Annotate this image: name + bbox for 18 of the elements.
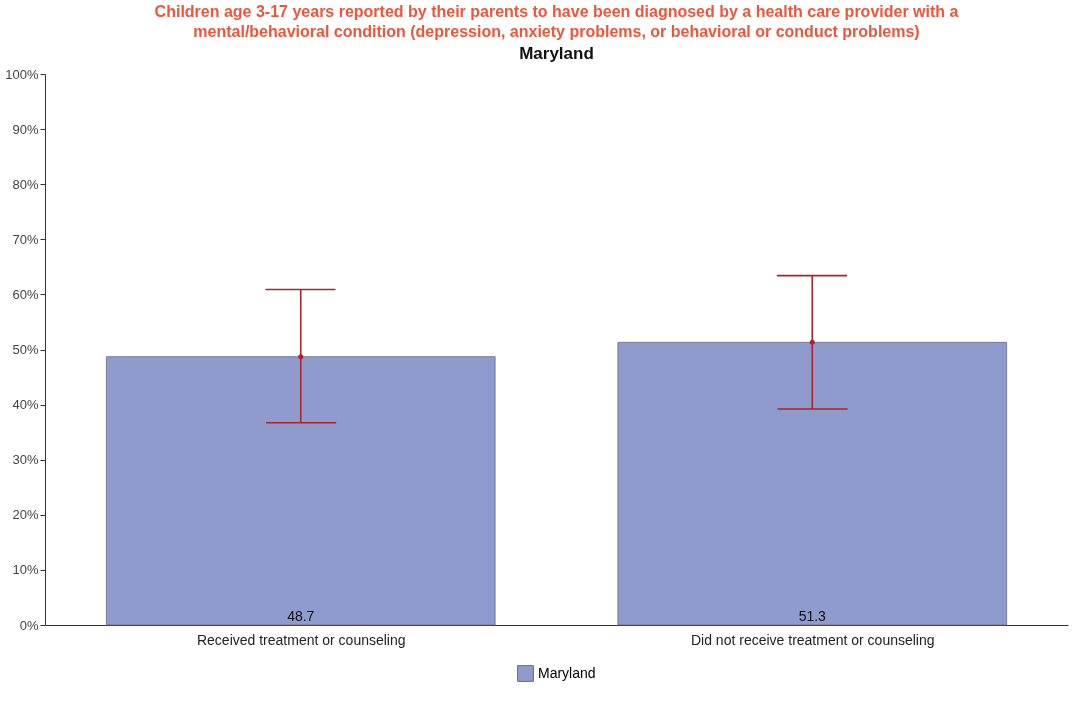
y-tick-label: 60% xyxy=(12,286,39,302)
y-tick-label: 50% xyxy=(12,342,39,357)
y-tick-label: 20% xyxy=(12,507,39,523)
legend-label: Maryland xyxy=(538,664,596,681)
y-tick-label: 100% xyxy=(5,66,39,82)
y-tick-label: 90% xyxy=(12,121,39,137)
y-tick-label: 30% xyxy=(12,452,39,468)
data-label: 51.3 xyxy=(798,608,827,624)
y-tick-label: 40% xyxy=(12,397,39,413)
y-tick-label: 0% xyxy=(19,617,39,633)
y-tick-label: 10% xyxy=(12,562,39,578)
y-tick-label: 70% xyxy=(12,231,39,247)
data-label: 48.7 xyxy=(287,608,315,624)
x-tick-label: Did not receive treatment or counseling xyxy=(690,631,935,648)
x-tick-label: Received treatment or counseling xyxy=(196,631,406,648)
chart-subtitle: Maryland xyxy=(519,44,594,63)
y-tick-label: 80% xyxy=(12,176,39,192)
chart-title: Children age 3-17 years reported by their parents to have been diagnosed by a health care provider with a mental/behavioral condition (depression, anxiety problems, or behavioral or conduct problems) xyxy=(154,3,959,40)
